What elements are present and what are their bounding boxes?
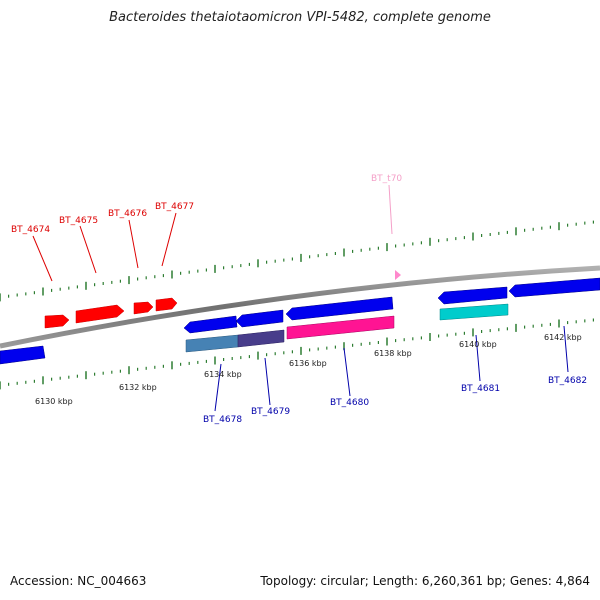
accession-text: Accession: NC_004663: [10, 574, 147, 588]
label-bt-4682: BT_4682: [548, 376, 587, 386]
label-bt-4678: BT_4678: [203, 415, 242, 425]
label-bt-4675: BT_4675: [59, 216, 98, 226]
gene-bt-4678[interactable]: [183, 315, 238, 334]
cog-bar-bt-4680[interactable]: [286, 315, 395, 340]
genome-backbone: [0, 265, 600, 349]
label-bt-4680: BT_4680: [330, 398, 369, 408]
cog-bar-bt-4679[interactable]: [237, 329, 285, 348]
label-bt-4679: BT_4679: [251, 407, 290, 417]
scale-label-6130: 6130 kbp: [35, 397, 73, 406]
gene-bt-4682[interactable]: [508, 277, 600, 298]
genome-summary-text: Topology: circular; Length: 6,260,361 bp…: [260, 574, 590, 588]
scale-label-6140: 6140 kbp: [459, 340, 497, 349]
gene-bt-4681[interactable]: [437, 286, 508, 305]
scale-label-6136: 6136 kbp: [289, 359, 327, 368]
gene-bt-4679[interactable]: [235, 309, 284, 328]
gene-bt-4675[interactable]: [75, 304, 125, 324]
label-leaders: [32, 184, 569, 412]
map-title: Bacteroides thetaiotaomicron VPI-5482, c…: [109, 10, 491, 25]
gene-bt-4676[interactable]: [133, 301, 154, 315]
label-bt-t70: BT_t70: [371, 174, 402, 184]
scale-label-6134: 6134 kbp: [204, 370, 242, 379]
label-bt-4677: BT_4677: [155, 202, 194, 212]
gene-bt-4680[interactable]: [285, 296, 394, 321]
gene-bt-4677[interactable]: [155, 297, 178, 312]
cog-bar-bt-4678[interactable]: [185, 334, 239, 353]
cog-bar-bt-4681[interactable]: [439, 303, 509, 321]
gene-left-edge[interactable]: [0, 345, 46, 365]
scale-label-6142: 6142 kbp: [544, 333, 582, 342]
scale-label-6138: 6138 kbp: [374, 349, 412, 358]
label-bt-4681: BT_4681: [461, 384, 500, 394]
gene-bt-4674[interactable]: [44, 314, 70, 329]
label-bt-4676: BT_4676: [108, 209, 147, 219]
scale-label-6132: 6132 kbp: [119, 383, 157, 392]
label-bt-4674: BT_4674: [11, 225, 50, 235]
upper-tick-track: [0, 220, 595, 302]
trna-marker-bt-t70[interactable]: [395, 270, 401, 280]
lower-tick-track: [0, 318, 595, 390]
